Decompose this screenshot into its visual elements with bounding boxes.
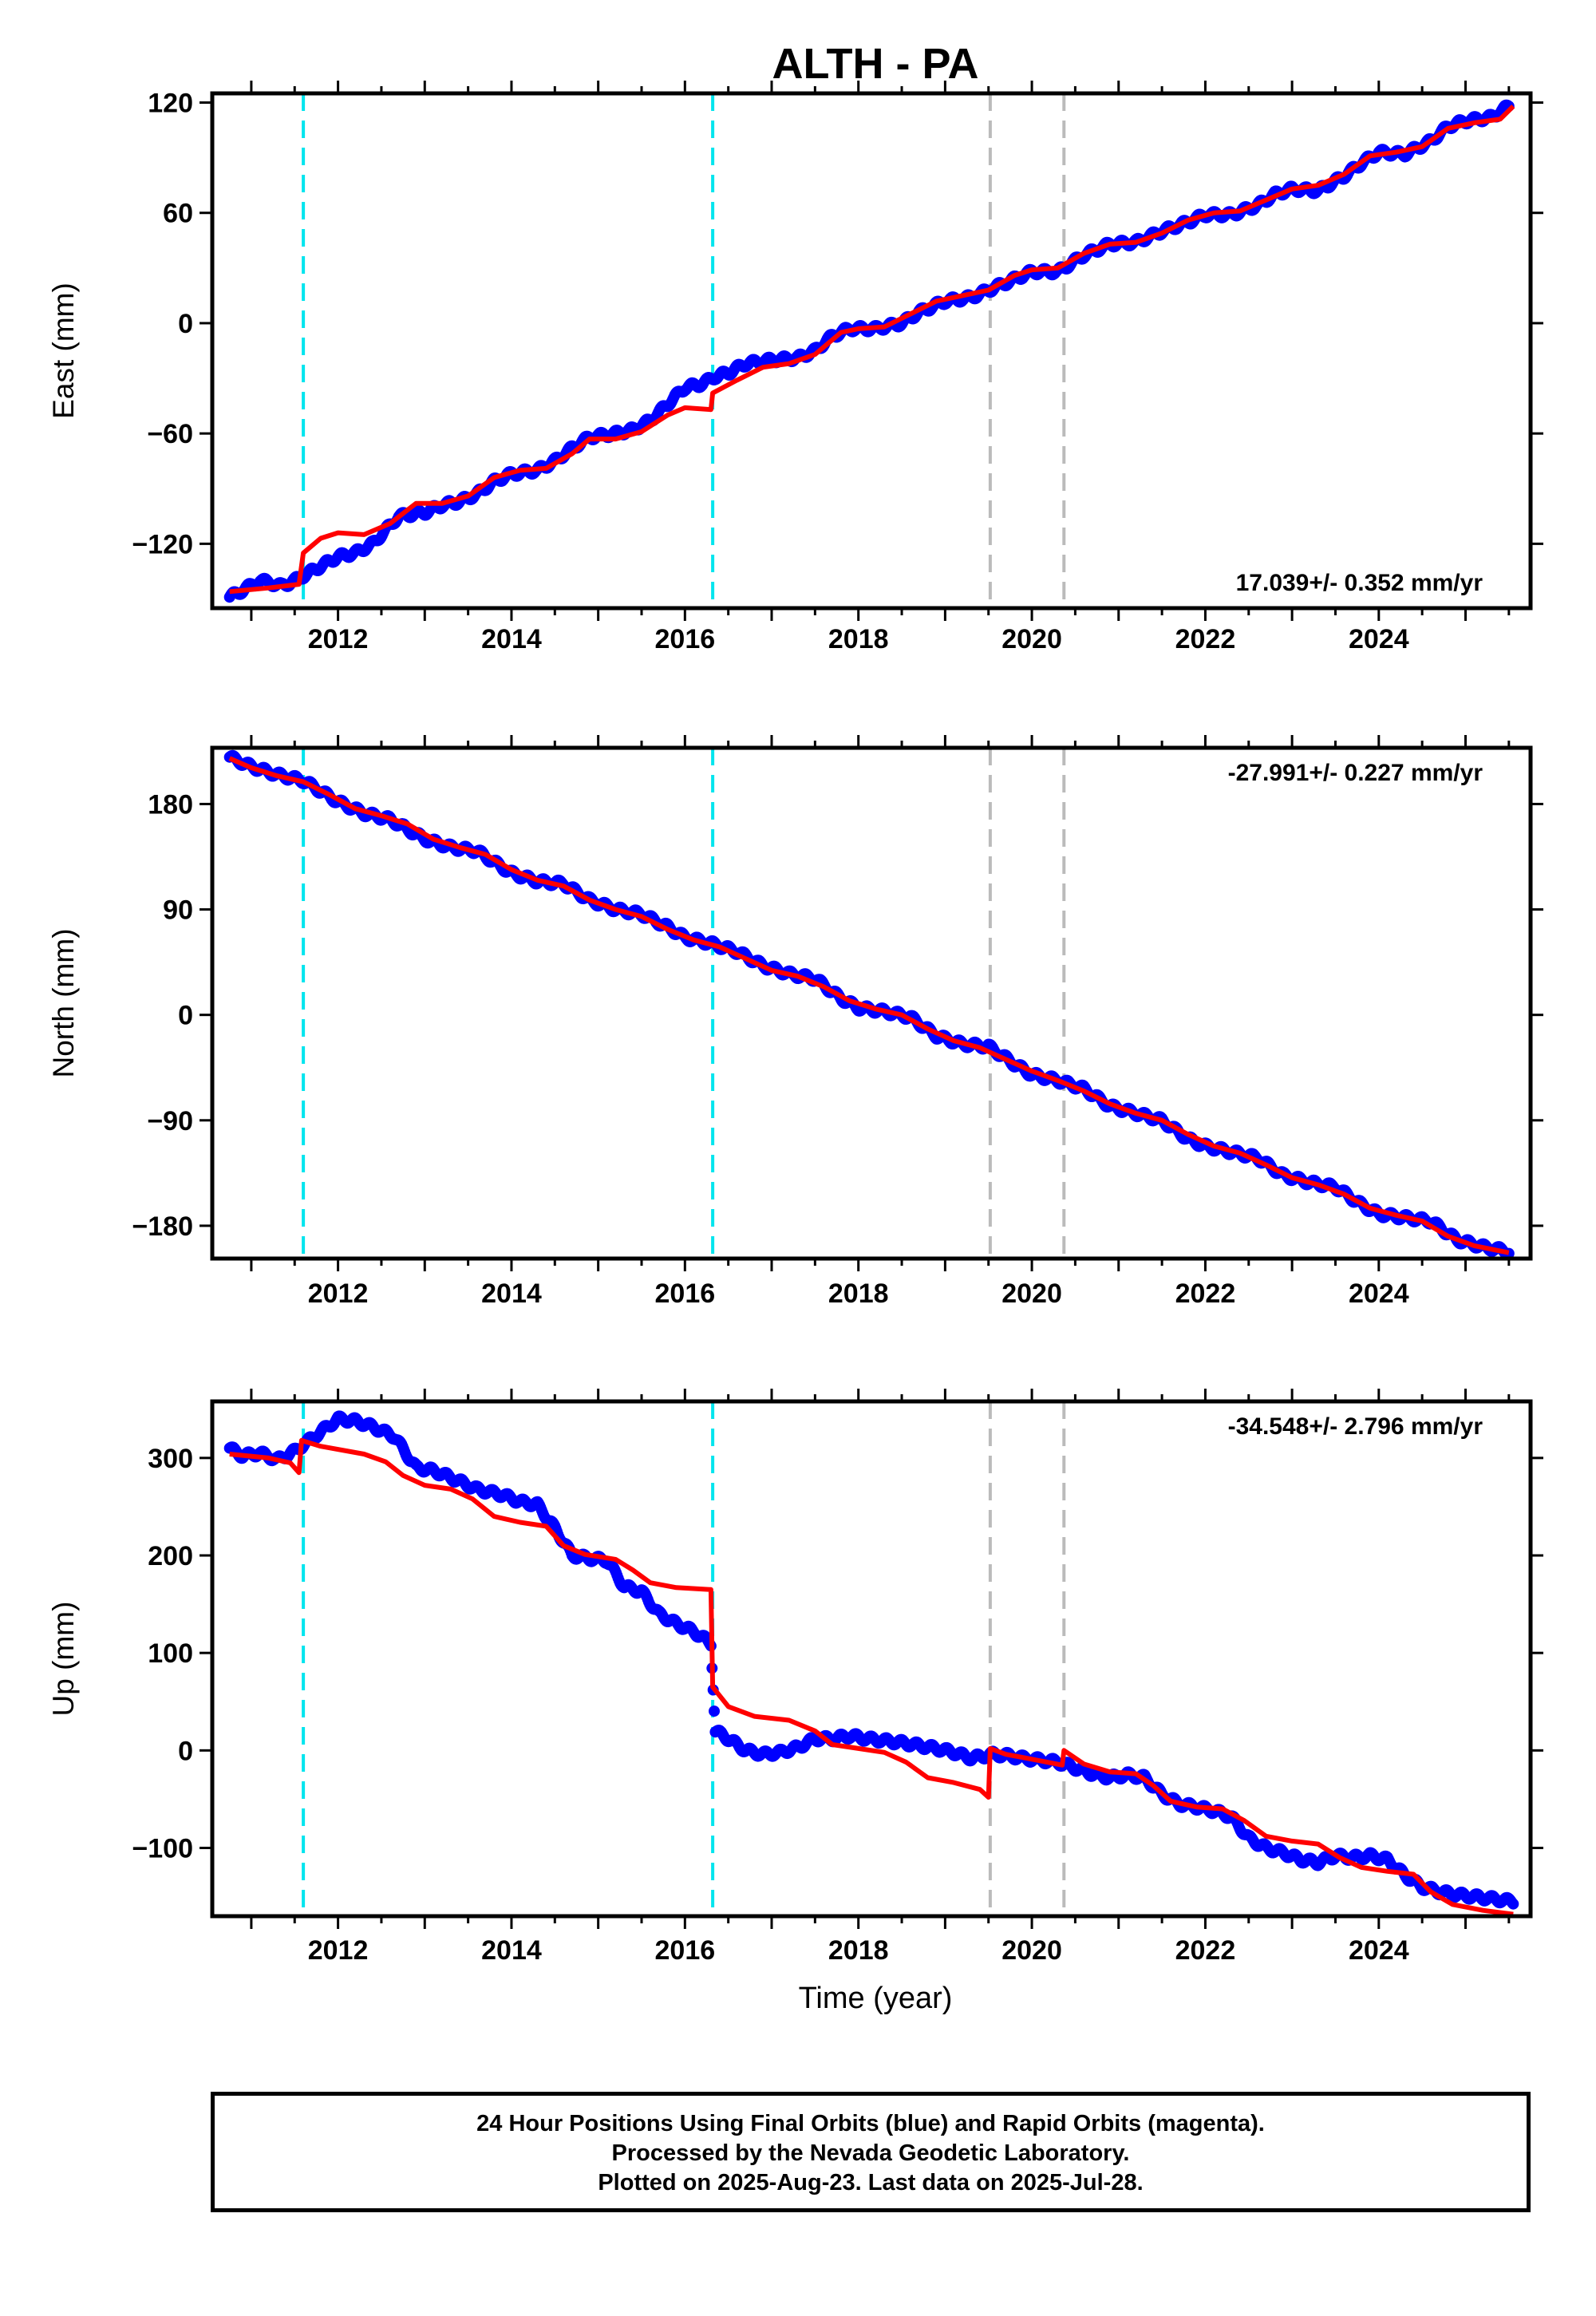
x-tick-label: 2014 [481,1935,542,1966]
x-tick-label: 2022 [1175,1279,1236,1309]
model-fit-line [229,1437,1514,1917]
plot-frame [210,1399,1533,1919]
y-tick-label: 0 [178,309,193,339]
x-axis-title: Time (year) [799,1982,953,2015]
x-tick-label: 2020 [1001,624,1062,654]
y-tick-label: 180 [148,789,193,820]
x-tick-label: 2014 [481,624,542,654]
data-point [1507,1898,1519,1910]
y-axis-label: Up (mm) [47,1602,80,1717]
final-orbit-points [223,1410,1519,1910]
footer-caption: 24 Hour Positions Using Final Orbits (bl… [211,2092,1531,2212]
y-tick-label: 100 [148,1638,193,1669]
x-tick-label: 2018 [828,1279,889,1309]
y-tick-label: 200 [148,1541,193,1571]
x-tick-label: 2024 [1349,1935,1409,1966]
y-tick-label: 120 [148,89,193,119]
y-tick-label: 0 [178,1736,193,1766]
x-tick-label: 2016 [655,1935,716,1966]
x-tick-label: 2018 [828,624,889,654]
y-tick-label: −90 [147,1106,193,1136]
panel-east: −120 −60 0 60 120 2012 2014 2016 2018 2020 2022 202… [47,81,1543,654]
y-axis-label: East (mm) [47,283,80,419]
plot-frame [210,91,1533,611]
y-tick-label: −120 [132,529,193,559]
footer-line-3: Plotted on 2025-Aug-23. Last data on 202… [598,2170,1144,2195]
x-tick-label: 2024 [1349,1279,1409,1309]
y-tick-label: −60 [147,419,193,449]
y-axis-label: North (mm) [47,928,80,1077]
y-tick-label: 90 [163,895,193,926]
figure-title: ALTH - PA [772,40,979,88]
x-tick-label: 2012 [308,624,369,654]
x-tick-label: 2016 [655,624,716,654]
velocity-label: 17.039+/- 0.352 mm/yr [1236,570,1483,596]
panel-up: −100 0 100 200 300 2012 2014 2016 2018 2020 2022 20… [47,1389,1543,1966]
y-tick-label: −100 [132,1833,193,1863]
data-point [709,1705,720,1717]
plot-frame [210,745,1533,1261]
x-tick-label: 2014 [481,1279,542,1309]
final-orbit-points [223,99,1515,603]
x-tick-label: 2012 [308,1935,369,1966]
velocity-label: -27.991+/- 0.227 mm/yr [1228,760,1483,786]
y-tick-label: 300 [148,1444,193,1474]
y-tick-label: 0 [178,1001,193,1031]
x-tick-label: 2024 [1349,624,1409,654]
x-tick-label: 2022 [1175,624,1236,654]
x-tick-label: 2016 [655,1279,716,1309]
footer-line-2: Processed by the Nevada Geodetic Laborat… [611,2140,1130,2166]
x-tick-label: 2012 [308,1279,369,1309]
model-fit-line [229,104,1515,595]
y-tick-label: −180 [132,1211,193,1242]
footer-line-1: 24 Hour Positions Using Final Orbits (bl… [476,2111,1265,2136]
x-tick-label: 2020 [1001,1279,1062,1309]
panel-north: −180 −90 0 90 180 2012 2014 2016 2018 2020 2022 202… [47,735,1543,1309]
x-tick-label: 2018 [828,1935,889,1966]
x-tick-label: 2020 [1001,1935,1062,1966]
x-tick-label: 2022 [1175,1935,1236,1966]
model-fit-line [228,756,1510,1255]
y-tick-label: 60 [163,199,193,229]
velocity-label: -34.548+/- 2.796 mm/yr [1228,1413,1483,1440]
